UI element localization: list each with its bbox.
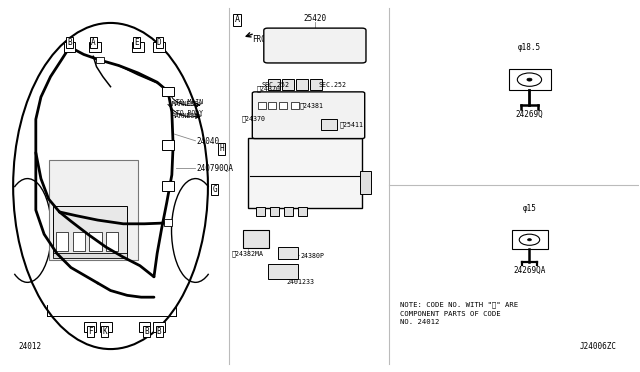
Bar [291, 102, 299, 109]
Text: F: F [88, 327, 92, 336]
Bar [100, 322, 112, 332]
Bar [256, 208, 265, 217]
Bar [509, 69, 550, 90]
Bar [53, 206, 127, 254]
Text: J24006ZC: J24006ZC [579, 341, 616, 350]
Ellipse shape [517, 73, 541, 86]
Bar [284, 208, 293, 217]
Text: HARNESS>: HARNESS> [172, 102, 203, 108]
Bar [270, 208, 279, 217]
Bar [321, 119, 337, 131]
Bar [279, 102, 287, 109]
Text: E: E [134, 38, 139, 47]
Text: A: A [234, 16, 239, 25]
Text: G: G [212, 185, 217, 194]
Bar [90, 42, 101, 52]
Bar [96, 57, 104, 63]
Bar [243, 230, 269, 248]
Text: 24380P: 24380P [301, 253, 325, 259]
Text: B: B [67, 38, 72, 47]
Bar [84, 322, 96, 332]
Text: SEC.252: SEC.252 [319, 82, 347, 88]
Text: φ18.5: φ18.5 [518, 42, 541, 51]
Text: ※24370: ※24370 [256, 86, 280, 92]
Bar [248, 138, 362, 208]
Text: ※24382MA: ※24382MA [232, 250, 264, 257]
Bar [296, 79, 308, 90]
Bar [163, 140, 173, 150]
Bar [53, 253, 127, 258]
Text: A: A [91, 38, 95, 47]
Bar [90, 232, 102, 251]
Text: ※24370: ※24370 [242, 115, 266, 122]
Text: 24040: 24040 [196, 137, 220, 146]
Bar [298, 208, 307, 217]
Text: 24269Q: 24269Q [516, 110, 543, 119]
Text: ※25411: ※25411 [339, 121, 363, 128]
Text: D: D [157, 38, 161, 47]
Bar [49, 160, 138, 260]
Text: NOTE: CODE NO. WITH "※" ARE
COMPONENT PARTS OF CODE
NO. 24012: NOTE: CODE NO. WITH "※" ARE COMPONENT PA… [400, 302, 518, 325]
Bar [268, 264, 298, 279]
Bar [278, 247, 298, 259]
Text: <TO MAIN: <TO MAIN [172, 99, 203, 105]
Text: B: B [157, 327, 161, 336]
Bar [132, 42, 144, 52]
Circle shape [527, 238, 531, 241]
Bar [139, 322, 150, 332]
Text: H: H [220, 144, 224, 153]
Bar [310, 79, 322, 90]
FancyBboxPatch shape [252, 92, 365, 138]
Text: 24269QA: 24269QA [513, 266, 546, 275]
Text: φ15: φ15 [522, 204, 536, 213]
Ellipse shape [519, 234, 540, 245]
Bar [154, 322, 165, 332]
Text: ※24381: ※24381 [300, 103, 324, 109]
Bar [268, 102, 276, 109]
Text: <TO BODY: <TO BODY [172, 110, 203, 116]
Bar [73, 232, 85, 251]
FancyBboxPatch shape [264, 28, 366, 63]
Circle shape [527, 78, 532, 81]
Bar [360, 171, 371, 194]
Text: 240790QA: 240790QA [196, 164, 234, 173]
Text: K: K [102, 327, 107, 336]
Text: B: B [144, 327, 148, 336]
Text: HARNESS>: HARNESS> [172, 113, 203, 119]
Bar [64, 42, 76, 52]
Bar [258, 102, 266, 109]
Text: 24012: 24012 [19, 341, 42, 350]
Bar [56, 232, 68, 251]
Bar [106, 232, 118, 251]
Bar [163, 87, 173, 96]
Text: FRONT: FRONT [252, 35, 275, 44]
Text: 25420: 25420 [303, 14, 326, 23]
Bar [163, 181, 173, 191]
Bar [282, 79, 294, 90]
Ellipse shape [13, 23, 208, 349]
Bar [268, 79, 280, 90]
Bar [511, 231, 548, 249]
Text: SEC.252: SEC.252 [261, 82, 289, 88]
Bar [154, 42, 165, 52]
Text: 2401233: 2401233 [287, 279, 315, 285]
Bar [164, 219, 172, 226]
